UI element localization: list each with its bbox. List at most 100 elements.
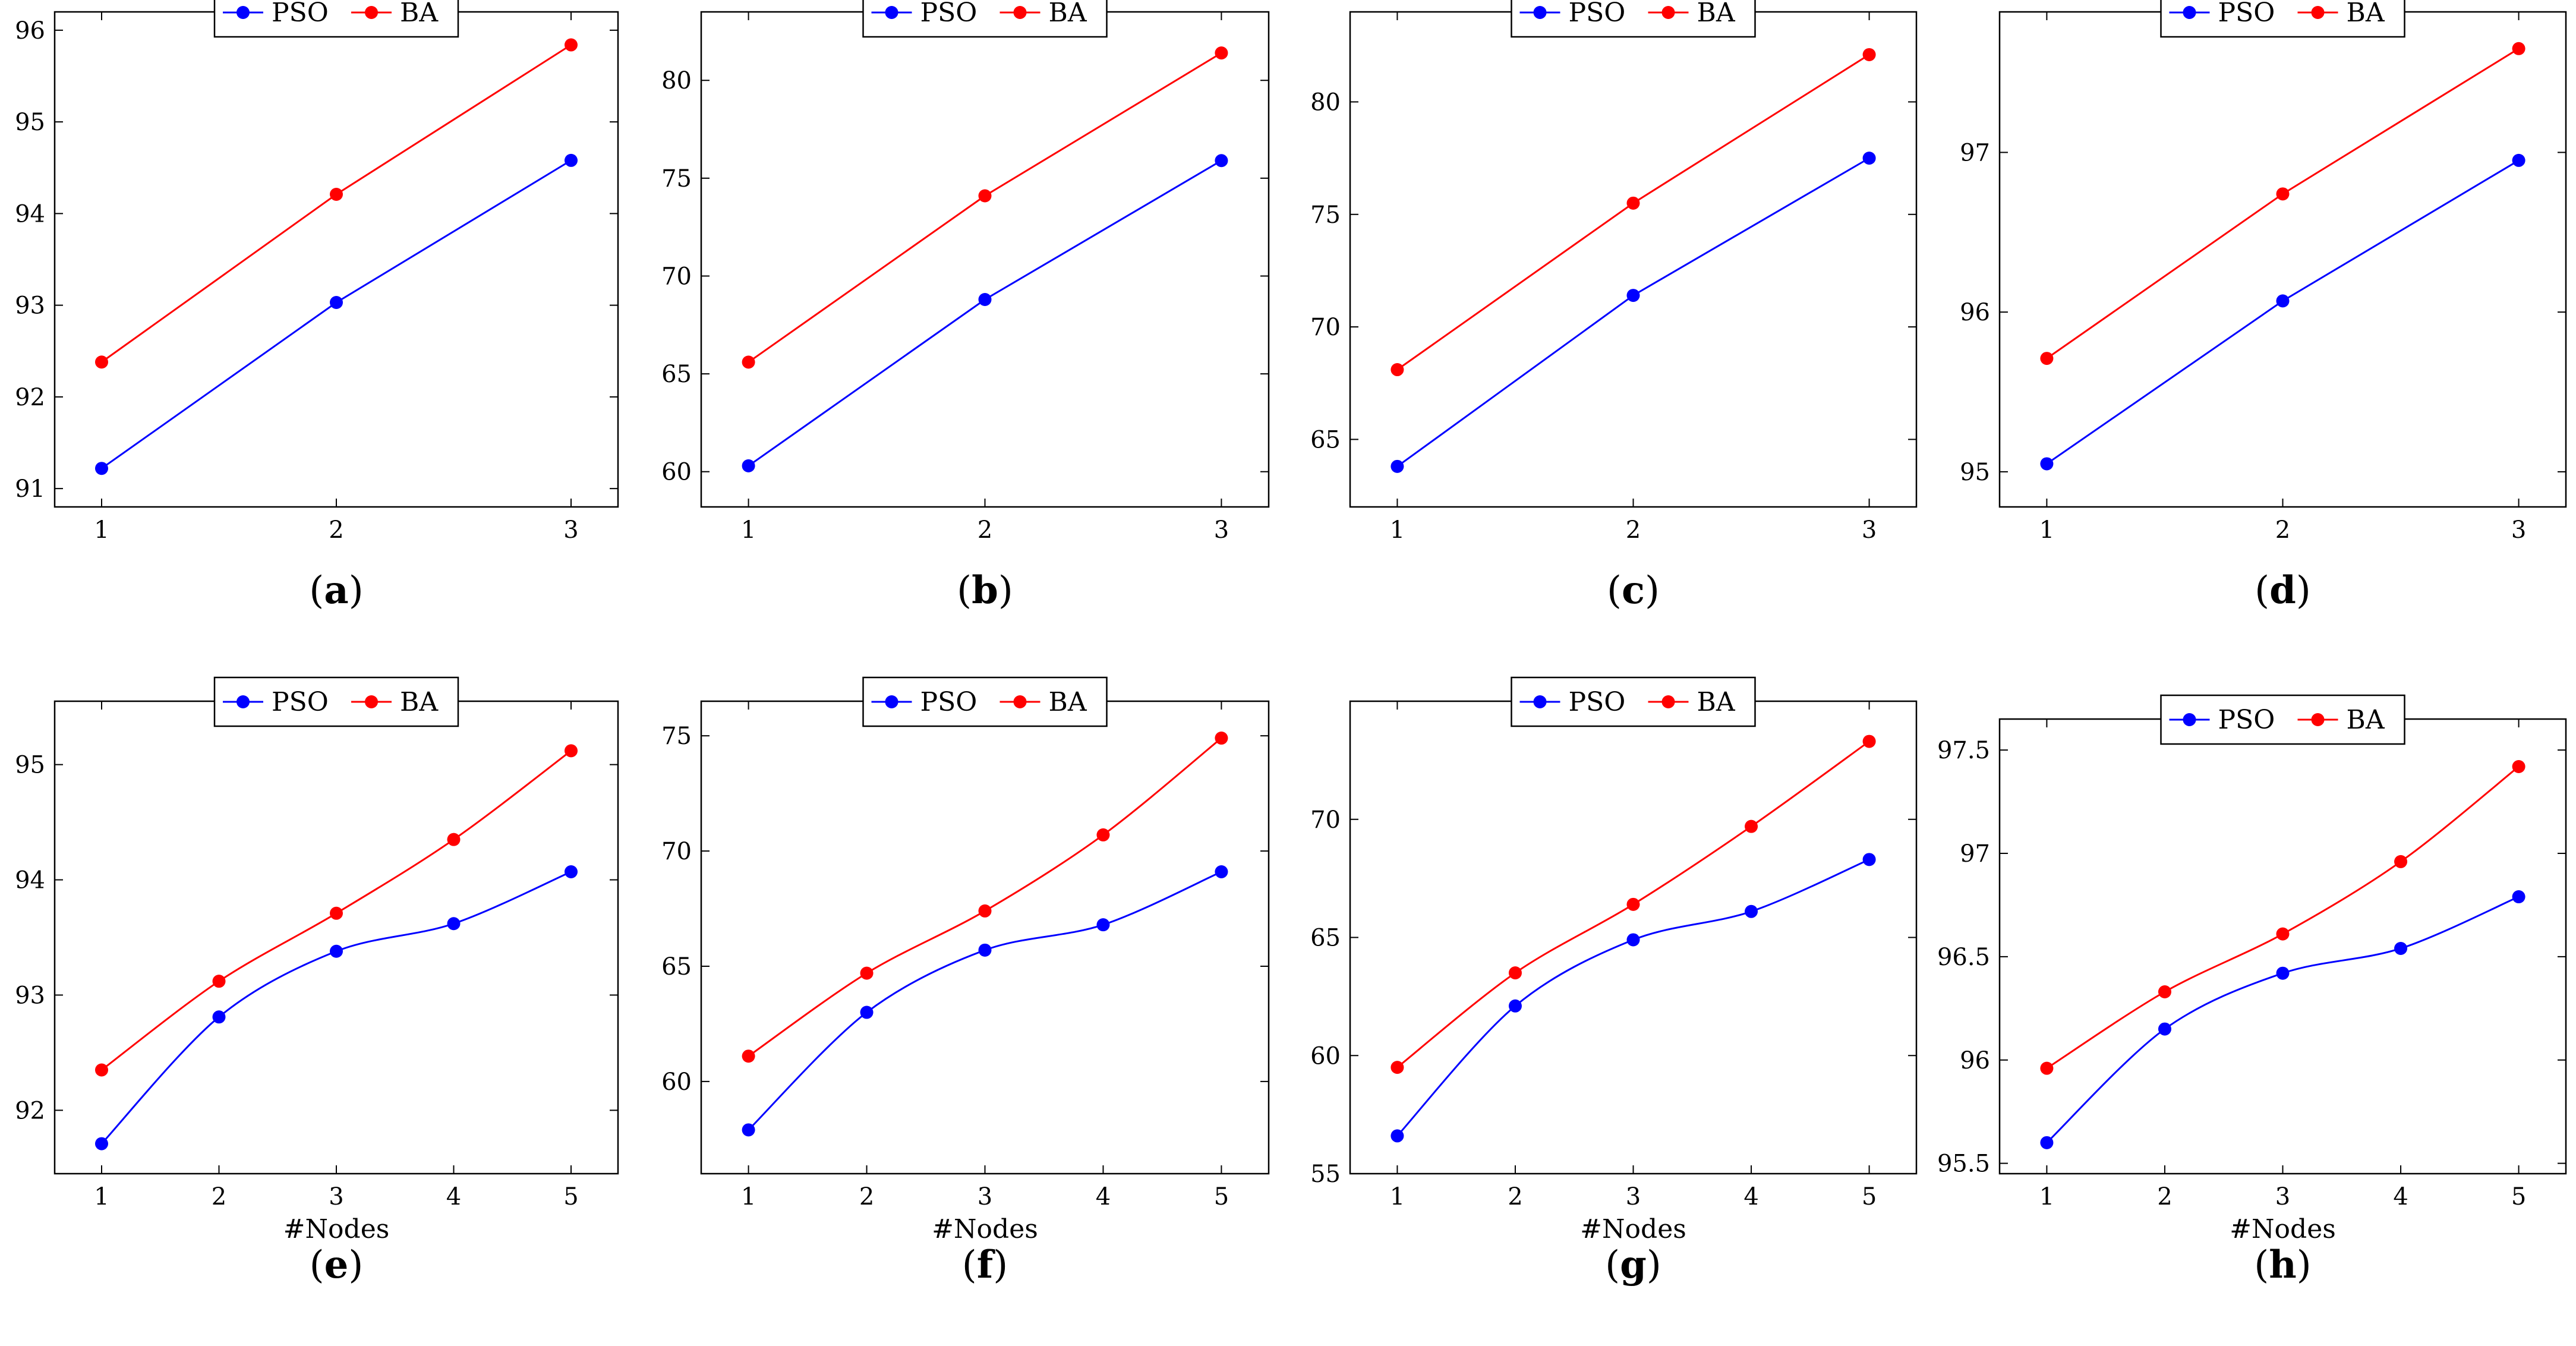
data-point-ba — [330, 906, 343, 920]
x-tick-label: 2 — [1508, 1183, 1522, 1211]
data-point-pso — [95, 462, 108, 475]
x-tick-label: 1 — [741, 1183, 756, 1211]
legend-marker-ba — [2311, 6, 2325, 19]
data-point-pso — [2512, 153, 2525, 167]
series-line-pso — [2046, 159, 2520, 465]
y-tick-label: 95 — [15, 109, 45, 136]
x-tick-label: 5 — [563, 1183, 578, 1211]
x-tick-label: 3 — [2275, 1183, 2290, 1211]
legend-box — [2160, 0, 2405, 38]
y-tick-label: 91 — [15, 475, 45, 503]
caption-letter: a — [324, 568, 348, 613]
plot-frame — [1998, 718, 2567, 1175]
data-point-pso — [1745, 904, 1758, 918]
caption-paren-close: ) — [993, 1243, 1008, 1287]
chart-d: 1 2 3 95 96 97 PSO BA (d) — [1960, 0, 2567, 613]
legend-label-ba: BA — [1049, 0, 1087, 28]
series-line-pso — [101, 159, 572, 469]
data-point-pso — [330, 944, 343, 958]
chart-a: 1 2 3 91 92 93 94 95 96 PSO BA (a) — [15, 0, 619, 613]
y-tick-label: 94 — [15, 200, 45, 228]
series-line-pso — [100, 871, 572, 1145]
caption-paren-open: ( — [2255, 569, 2269, 613]
legend-marker-pso — [885, 695, 898, 708]
data-point-pso — [1215, 865, 1228, 878]
series-line-ba — [748, 52, 1222, 363]
x-tick-label: 2 — [212, 1183, 226, 1211]
data-point-pso — [978, 292, 992, 306]
legend: PSO BA — [2160, 694, 2405, 745]
data-point-pso — [2040, 1136, 2054, 1149]
data-point-ba — [95, 355, 108, 369]
caption-paren-close: ) — [1645, 569, 1660, 613]
series-line-pso — [1396, 858, 1870, 1137]
x-tick-label: 3 — [563, 516, 578, 544]
plot-frame — [53, 11, 619, 508]
x-tick-label: 1 — [94, 516, 109, 544]
legend-marker-ba — [365, 6, 378, 19]
legend-marker-pso — [1533, 695, 1547, 708]
series-line-ba — [1396, 53, 1870, 371]
subfigure-caption: (h) — [2254, 1243, 2311, 1287]
y-tick-label: 92 — [15, 1097, 45, 1124]
data-point-pso — [330, 296, 343, 310]
y-tick-label: 60 — [661, 1068, 692, 1096]
subfigure-caption: (a) — [309, 568, 363, 613]
chart-h: 1 2 3 4 5 95.5 96 96.5 97 97.5 #Nodes PSO BA (h) — [1937, 694, 2567, 1287]
x-tick-label: 1 — [1390, 1183, 1405, 1211]
data-point-ba — [2276, 187, 2290, 201]
data-point-ba — [1215, 46, 1228, 60]
data-point-pso — [978, 943, 992, 957]
y-tick-label: 75 — [1310, 201, 1341, 229]
y-tick-label: 70 — [661, 838, 692, 865]
y-tick-label: 95 — [15, 752, 45, 779]
legend: PSO BA — [213, 676, 459, 727]
subfigure-caption: (g) — [1605, 1243, 1661, 1287]
y-tick-label: 94 — [15, 867, 45, 894]
legend-label-pso: PSO — [2218, 705, 2275, 735]
x-tick-label: 5 — [1214, 1183, 1229, 1211]
caption-paren-open: ( — [310, 1243, 324, 1287]
caption-paren-close: ) — [998, 569, 1013, 613]
data-point-ba — [860, 966, 874, 980]
caption-paren-open: ( — [2254, 1243, 2269, 1287]
subfigure-caption: (b) — [957, 568, 1013, 613]
x-tick-label: 4 — [1743, 1183, 1758, 1211]
legend-marker-ba — [365, 695, 378, 708]
y-tick-label: 75 — [661, 723, 692, 750]
y-tick-label: 95.5 — [1937, 1150, 1990, 1178]
legend-label-pso: PSO — [272, 687, 329, 717]
data-point-pso — [742, 459, 755, 472]
series-line-ba — [2046, 765, 2520, 1069]
subfigure-caption: (c) — [1607, 568, 1660, 613]
y-tick-label: 65 — [1310, 426, 1341, 453]
legend-label-ba: BA — [400, 687, 439, 717]
data-point-ba — [1215, 732, 1228, 745]
legend-label-ba: BA — [2347, 705, 2385, 735]
x-axis-label: #Nodes — [932, 1214, 1038, 1244]
chart-e: 1 2 3 4 5 92 93 94 95 #Nodes PSO BA (e) — [15, 676, 619, 1287]
caption-paren-close: ) — [348, 1243, 363, 1287]
y-tick-label: 60 — [661, 459, 692, 486]
y-tick-label: 97.5 — [1937, 737, 1990, 764]
y-tick-label: 96.5 — [1937, 944, 1990, 971]
data-point-pso — [2512, 890, 2525, 904]
data-point-ba — [2512, 759, 2525, 773]
data-point-ba — [2512, 42, 2525, 55]
data-point-ba — [1862, 735, 1876, 748]
caption-paren-open: ( — [962, 1243, 977, 1287]
x-tick-label: 2 — [329, 516, 343, 544]
y-tick-label: 80 — [661, 67, 692, 94]
chart-c: 1 2 3 65 70 75 80 PSO BA (c) — [1310, 0, 1918, 613]
data-point-ba — [978, 904, 992, 918]
data-point-pso — [1391, 459, 1404, 473]
legend-label-ba: BA — [1049, 687, 1087, 717]
data-point-ba — [565, 38, 578, 52]
data-point-pso — [2276, 966, 2290, 980]
data-point-pso — [1508, 999, 1522, 1013]
legend-label-pso: PSO — [920, 0, 978, 28]
subfigure-caption: (e) — [310, 1243, 364, 1287]
data-point-pso — [742, 1123, 755, 1137]
x-tick-label: 2 — [859, 1183, 874, 1211]
x-tick-label: 5 — [2511, 1183, 2526, 1211]
